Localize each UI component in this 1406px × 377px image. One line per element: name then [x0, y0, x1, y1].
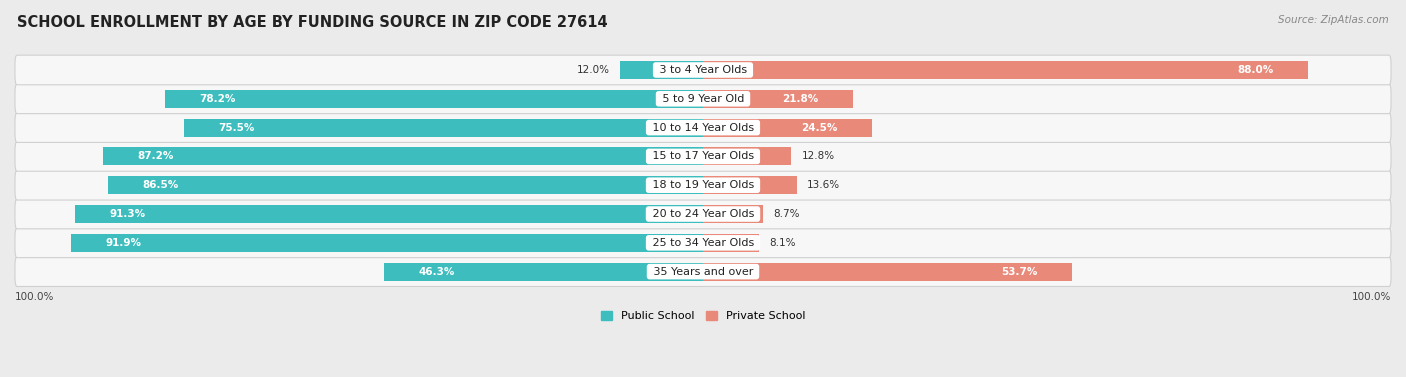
Bar: [703, 147, 792, 166]
Bar: [703, 234, 759, 252]
Text: 91.3%: 91.3%: [110, 209, 145, 219]
FancyBboxPatch shape: [15, 113, 1391, 143]
Text: 88.0%: 88.0%: [1237, 65, 1274, 75]
Text: 8.7%: 8.7%: [773, 209, 800, 219]
Text: 21.8%: 21.8%: [782, 94, 818, 104]
FancyBboxPatch shape: [15, 228, 1391, 257]
Text: 12.0%: 12.0%: [576, 65, 610, 75]
Bar: [184, 119, 703, 136]
Text: 10 to 14 Year Olds: 10 to 14 Year Olds: [648, 123, 758, 133]
Text: 91.9%: 91.9%: [105, 238, 141, 248]
Text: 35 Years and over: 35 Years and over: [650, 267, 756, 277]
Bar: [703, 90, 853, 108]
Legend: Public School, Private School: Public School, Private School: [596, 307, 810, 326]
Bar: [703, 205, 763, 223]
Bar: [703, 61, 1309, 79]
FancyBboxPatch shape: [15, 142, 1391, 171]
Bar: [703, 263, 1073, 280]
Text: 75.5%: 75.5%: [218, 123, 254, 133]
Text: 87.2%: 87.2%: [138, 152, 174, 161]
Bar: [75, 205, 703, 223]
Text: 24.5%: 24.5%: [801, 123, 837, 133]
FancyBboxPatch shape: [15, 84, 1391, 113]
Text: 25 to 34 Year Olds: 25 to 34 Year Olds: [648, 238, 758, 248]
Text: 20 to 24 Year Olds: 20 to 24 Year Olds: [648, 209, 758, 219]
Text: Source: ZipAtlas.com: Source: ZipAtlas.com: [1278, 15, 1389, 25]
Text: 53.7%: 53.7%: [1001, 267, 1038, 277]
FancyBboxPatch shape: [15, 199, 1391, 229]
Text: 100.0%: 100.0%: [1351, 293, 1391, 302]
Bar: [620, 61, 703, 79]
Text: 46.3%: 46.3%: [419, 267, 456, 277]
Text: 12.8%: 12.8%: [801, 152, 835, 161]
Text: 5 to 9 Year Old: 5 to 9 Year Old: [658, 94, 748, 104]
Bar: [165, 90, 703, 108]
Text: 78.2%: 78.2%: [200, 94, 236, 104]
Text: 8.1%: 8.1%: [769, 238, 796, 248]
Text: 15 to 17 Year Olds: 15 to 17 Year Olds: [648, 152, 758, 161]
Bar: [384, 263, 703, 280]
Text: 100.0%: 100.0%: [15, 293, 55, 302]
FancyBboxPatch shape: [15, 170, 1391, 200]
FancyBboxPatch shape: [15, 55, 1391, 85]
Text: 13.6%: 13.6%: [807, 180, 839, 190]
Bar: [703, 119, 872, 136]
FancyBboxPatch shape: [15, 257, 1391, 287]
Bar: [70, 234, 703, 252]
Text: SCHOOL ENROLLMENT BY AGE BY FUNDING SOURCE IN ZIP CODE 27614: SCHOOL ENROLLMENT BY AGE BY FUNDING SOUR…: [17, 15, 607, 30]
Text: 18 to 19 Year Olds: 18 to 19 Year Olds: [648, 180, 758, 190]
Text: 86.5%: 86.5%: [142, 180, 179, 190]
Bar: [103, 147, 703, 166]
Bar: [703, 176, 797, 194]
Bar: [108, 176, 703, 194]
Text: 3 to 4 Year Olds: 3 to 4 Year Olds: [655, 65, 751, 75]
